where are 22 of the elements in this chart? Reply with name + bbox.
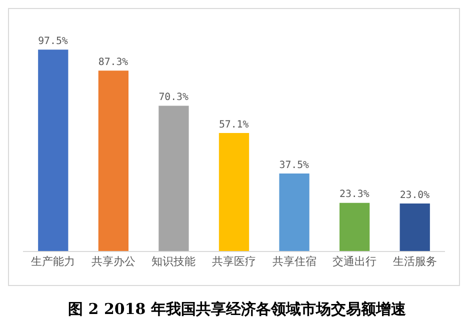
data-label: 23.0% — [400, 190, 430, 201]
data-label: 70.3% — [158, 92, 188, 104]
data-label: 57.1% — [218, 119, 249, 130]
x-tick-label: 生活服务 — [392, 255, 437, 268]
text: 图 2 2018 年我国共享经济各领域市场交易额增速 — [67, 300, 407, 319]
x-tick-label: 交通出行 — [332, 255, 377, 268]
x-tick-label: 生产能力 — [31, 255, 76, 268]
data-label: 23.3% — [340, 189, 370, 200]
bar — [38, 50, 68, 251]
bar — [340, 202, 370, 251]
x-tick-label: 知识技能 — [152, 255, 196, 268]
x-tick-label: 共享医疗 — [212, 255, 256, 268]
bar — [158, 106, 189, 251]
data-label: 37.5% — [279, 160, 310, 171]
x-tick-label: 共享住宿 — [272, 255, 316, 268]
bar — [98, 70, 128, 251]
data-label: 97.5% — [38, 36, 68, 47]
bar — [218, 133, 250, 251]
bar — [279, 174, 310, 251]
x-tick-label: 共享办公 — [91, 255, 136, 268]
bar — [400, 203, 430, 251]
data-label: 87.3% — [98, 56, 128, 68]
